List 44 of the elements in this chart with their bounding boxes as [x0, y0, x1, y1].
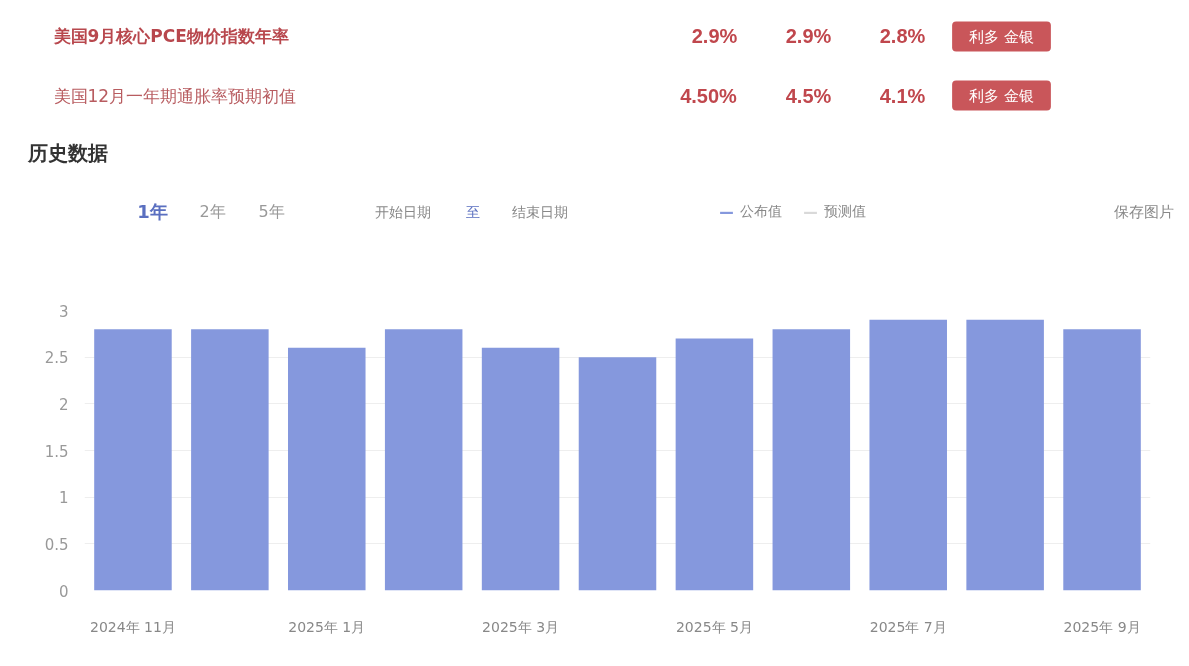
bar: [481, 347, 560, 591]
bar: [578, 357, 657, 591]
text: 2.9%: [785, 24, 832, 47]
y-tick-label: 1: [58, 489, 69, 508]
text: 至: [465, 203, 480, 220]
bar: [772, 329, 851, 591]
text: 4.1%: [879, 84, 926, 107]
text: 1年: [137, 201, 168, 222]
bar: [288, 347, 366, 591]
x-tick-label: 2024年 11月: [90, 618, 176, 635]
text: 开始日期: [374, 203, 431, 220]
text: 美国12月一年期通胀率预期初值: [53, 85, 297, 106]
bar: [191, 329, 269, 591]
y-tick-label: 1.5: [44, 442, 69, 461]
text: 结束日期: [511, 203, 568, 220]
bar: [94, 329, 172, 591]
x-tick-label: 2025年 9月: [1063, 618, 1141, 635]
x-tick-label: 2025年 5月: [675, 618, 753, 635]
bar: [966, 319, 1044, 591]
text: 4.5%: [785, 84, 832, 107]
chart-title: 历史数据: [26, 140, 108, 165]
y-tick-label: 2: [58, 395, 69, 414]
text: 保存图片: [1113, 202, 1174, 221]
bar: [1063, 329, 1141, 591]
x-tick-label: 2025年 1月: [288, 618, 366, 635]
text: 2年: [199, 202, 226, 221]
y-tick-label: 0.5: [44, 535, 69, 554]
text: 2.9%: [691, 24, 738, 47]
y-tick-label: 2.5: [44, 349, 69, 368]
bar: [384, 329, 463, 591]
legend-label: 公布值: [740, 203, 782, 221]
text: 美国9月核心PCE物价指数年率: [52, 25, 289, 46]
legend-label: 预测值: [824, 203, 866, 221]
x-tick-label: 2025年 3月: [482, 618, 560, 635]
y-tick-label: 3: [58, 302, 69, 321]
bar: [869, 319, 947, 591]
text: 4.50%: [680, 84, 738, 107]
text: 利多 金银: [969, 86, 1034, 105]
text: 2.8%: [879, 24, 926, 47]
y-tick-label: 0: [58, 582, 69, 601]
bar: [675, 338, 754, 591]
text: 利多 金银: [969, 27, 1034, 46]
text: 5年: [258, 202, 285, 221]
x-tick-label: 2025年 7月: [869, 618, 947, 635]
